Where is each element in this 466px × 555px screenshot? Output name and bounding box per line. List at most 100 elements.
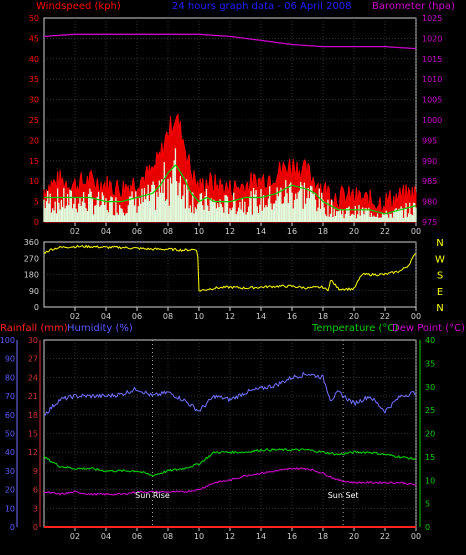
direction-ytick-180: 180 <box>24 271 39 280</box>
temperature-ytick-25: 25 <box>425 406 435 415</box>
humidity-axis-label: Humidity (%) <box>67 323 133 334</box>
chart-gridlines <box>44 18 417 527</box>
wind-panel-xtick-label-1: 04 <box>101 227 111 236</box>
compass-label-1: W <box>435 254 445 265</box>
wind-panel-xtick-label-7: 16 <box>287 227 297 236</box>
direction-panel-xtick-label-6: 14 <box>256 312 266 321</box>
rainfall-ytick-27: 27 <box>28 355 38 364</box>
temp-panel-xtick-label-4: 10 <box>194 532 204 541</box>
rainfall-ytick-30: 30 <box>28 336 38 345</box>
dew-point-axis-label: Dew Point (°C) <box>392 323 465 334</box>
compass-label-3: E <box>437 287 443 298</box>
wind-direction-line <box>43 244 417 292</box>
humidity-ytick-100: 100 <box>0 336 15 345</box>
direction-panel-xtick-label-3: 08 <box>163 312 173 321</box>
direction-panel-xtick-label-2: 06 <box>132 312 142 321</box>
wind-panel-xtick-label-3: 08 <box>163 227 173 236</box>
rainfall-ytick-24: 24 <box>28 373 38 382</box>
rainfall-ytick-18: 18 <box>28 411 38 420</box>
direction-panel-xtick-label-10: 22 <box>380 312 390 321</box>
sunrise-annotation: Sun Rise <box>135 491 170 500</box>
humidity-ytick-90: 90 <box>5 355 15 364</box>
windspeed-ytick-10: 10 <box>29 177 39 186</box>
windspeed-ytick-40: 40 <box>29 55 39 64</box>
wind-panel-xtick-label-8: 18 <box>318 227 328 236</box>
temp-panel-xtick-label-11: 00 <box>411 532 421 541</box>
windspeed-ytick-20: 20 <box>29 136 39 145</box>
temp-panel-xtick-label-1: 04 <box>101 532 111 541</box>
direction-panel-xtick-label-11: 00 <box>411 312 421 321</box>
barometer-axis-label: Barometer (hpa) <box>372 1 455 12</box>
barometer-ytick-1005: 1005 <box>422 96 442 105</box>
wind-panel-xtick-label-10: 22 <box>380 227 390 236</box>
rainfall-ytick-3: 3 <box>33 504 38 513</box>
barometer-ytick-995: 995 <box>422 136 437 145</box>
chart-series <box>43 33 417 528</box>
barometer-ytick-1025: 1025 <box>422 14 442 23</box>
direction-ytick-90: 90 <box>29 287 39 296</box>
chart-tick-labels: 0510152025303540455097598098599099510001… <box>0 14 445 541</box>
windspeed-ytick-25: 25 <box>29 116 39 125</box>
temp-panel-xtick-label-10: 22 <box>380 532 390 541</box>
barometer-ytick-990: 990 <box>422 157 437 166</box>
temperature-ytick-10: 10 <box>425 476 435 485</box>
rainfall-ytick-9: 9 <box>33 467 38 476</box>
direction-panel-xtick-label-7: 16 <box>287 312 297 321</box>
humidity-ytick-40: 40 <box>5 448 15 457</box>
temp-panel-xtick-label-6: 14 <box>256 532 266 541</box>
temp-panel-xtick-label-0: 02 <box>70 532 80 541</box>
rainfall-ytick-0: 0 <box>33 523 38 532</box>
direction-panel-xtick-label-8: 18 <box>318 312 328 321</box>
direction-panel-xtick-label-1: 04 <box>101 312 111 321</box>
compass-label-2: S <box>437 271 443 282</box>
windspeed-gust-area <box>43 113 417 223</box>
direction-panel-xtick-label-9: 20 <box>349 312 359 321</box>
direction-ytick-0: 0 <box>34 303 39 312</box>
windspeed-ytick-35: 35 <box>29 75 39 84</box>
humidity-ytick-80: 80 <box>5 373 15 382</box>
sunset-annotation: Sun Set <box>328 491 359 500</box>
direction-panel-xtick-label-4: 10 <box>194 312 204 321</box>
temperature-ytick-40: 40 <box>425 336 435 345</box>
barometer-ytick-1000: 1000 <box>422 116 442 125</box>
temp-panel-xtick-label-5: 12 <box>225 532 235 541</box>
humidity-ytick-30: 30 <box>5 467 15 476</box>
direction-panel-xtick-label-5: 12 <box>225 312 235 321</box>
temperature-ytick-30: 30 <box>425 383 435 392</box>
humidity-line <box>43 372 416 416</box>
direction-panel-xtick-label-0: 02 <box>70 312 80 321</box>
barometer-ytick-980: 980 <box>422 198 437 207</box>
rainfall-axis-label: Rainfall (mm) <box>0 323 68 334</box>
humidity-ytick-60: 60 <box>5 411 15 420</box>
temp-panel-xtick-label-8: 18 <box>318 532 328 541</box>
windspeed-ytick-5: 5 <box>34 198 39 207</box>
wind-panel-xtick-label-0: 02 <box>70 227 80 236</box>
direction-ytick-360: 360 <box>24 238 39 247</box>
wind-panel-xtick-label-4: 10 <box>194 227 204 236</box>
temp-panel-xtick-label-3: 08 <box>163 532 173 541</box>
humidity-ytick-50: 50 <box>5 430 15 439</box>
rainfall-ytick-15: 15 <box>28 430 38 439</box>
windspeed-average-line <box>44 164 417 215</box>
windspeed-ytick-45: 45 <box>29 34 39 43</box>
dew-point-line <box>43 467 417 496</box>
temperature-ytick-15: 15 <box>425 453 435 462</box>
humidity-ytick-10: 10 <box>5 504 15 513</box>
windspeed-ytick-50: 50 <box>29 14 39 23</box>
barometer-ytick-985: 985 <box>422 177 437 186</box>
temperature-axis-label: Temperature (°C) <box>311 323 398 334</box>
barometer-ytick-1010: 1010 <box>422 75 442 84</box>
barometer-ytick-1015: 1015 <box>422 55 442 64</box>
humidity-ytick-20: 20 <box>5 486 15 495</box>
temperature-line <box>43 448 417 477</box>
wind-panel-xtick-label-11: 00 <box>411 227 421 236</box>
windspeed-axis-label: Windspeed (kph) <box>36 1 121 12</box>
temperature-ytick-35: 35 <box>425 359 435 368</box>
compass-label-0: N <box>436 238 443 249</box>
barometer-line <box>43 33 417 50</box>
wind-panel-xtick-label-9: 20 <box>349 227 359 236</box>
barometer-ytick-1020: 1020 <box>422 34 442 43</box>
wind-panel-xtick-label-5: 12 <box>225 227 235 236</box>
